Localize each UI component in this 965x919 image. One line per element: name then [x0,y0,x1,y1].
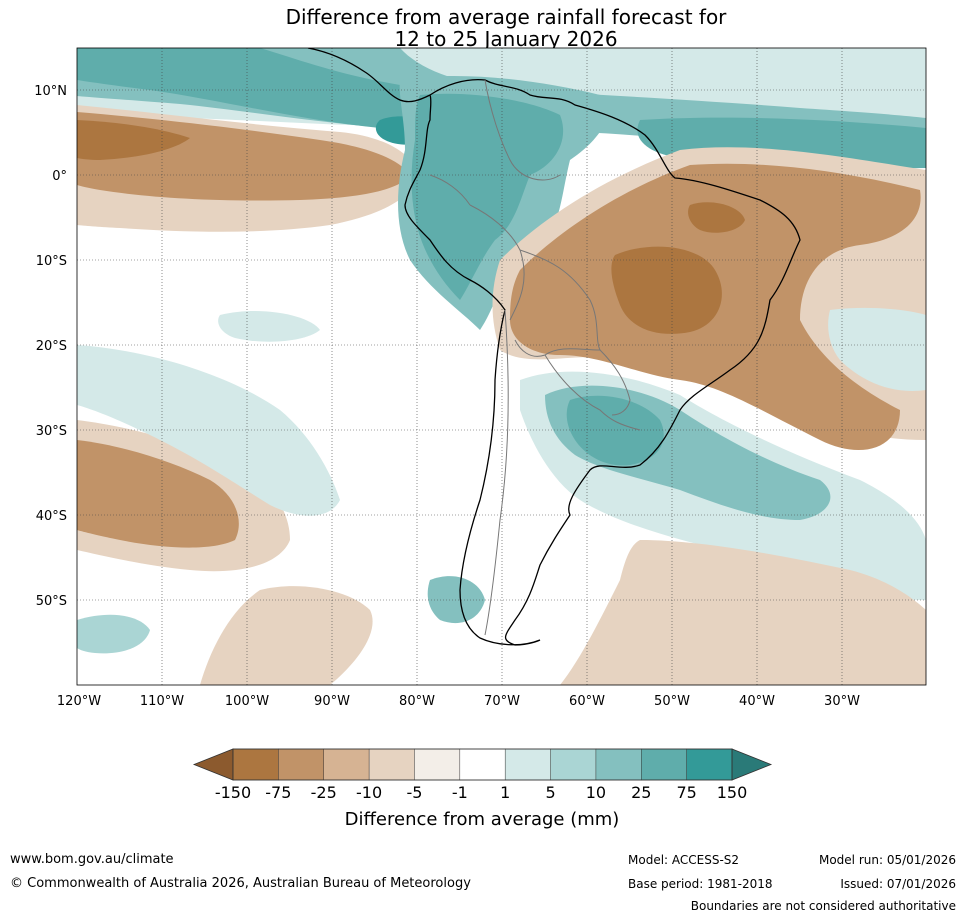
border-chile-argentina [484,309,509,636]
lon-tick-label: 30°W [824,694,860,709]
country-borders [429,79,641,636]
wet-east-pacific-patch [218,310,320,342]
wet-southeast-atlantic [828,307,926,391]
coastline-main [404,79,801,646]
title-line-2: 12 to 25 January 2026 [394,27,618,51]
colorbar-tick-label: 25 [631,783,651,802]
colorbar-cell [323,748,370,781]
lat-tick-label: 50°S [36,594,67,609]
latitude-labels: 10°N 0° 10°S 20°S 30°S 40°S 50°S [34,84,67,609]
border-bolivia [514,249,601,357]
title-line-1: Difference from average rainfall forecas… [285,5,727,29]
colorbar-extend-left [192,748,234,781]
colorbar-cell [278,748,325,781]
colorbar-cell [550,748,597,781]
colorbar-cell [368,748,416,781]
base-period-text: Base period: 1981-2018 [628,877,773,891]
coastline-central-america [307,48,431,103]
lat-tick-label: 30°S [36,424,67,439]
lon-tick-label: 90°W [314,694,350,709]
colorbar-cell [686,748,733,781]
lat-tick-label: 10°S [36,254,67,269]
lat-tick-label: 0° [52,169,67,184]
colorbar-tick-label: 1 [500,783,510,802]
website-link[interactable]: www.bom.gov.au/climate [10,852,174,867]
model-text: Model: ACCESS-S2 [628,853,740,867]
colorbar-cell [595,748,642,781]
lon-tick-label: 70°W [484,694,520,709]
lat-tick-label: 10°N [34,84,67,99]
dry-south-pacific [77,440,239,548]
colorbar-tick-label: -10 [356,783,382,802]
colorbar-labels: -150 -75 -25 -10 -5 -1 1 5 10 25 75 150 [215,783,747,802]
colorbar-extend-right [731,748,773,781]
colorbar-tick-label: -150 [215,783,251,802]
colorbar-tick-label: -5 [406,783,422,802]
wet-andes-core [411,93,564,301]
lon-tick-label: 50°W [654,694,690,709]
issued-text: Issued: 07/01/2026 [840,877,956,891]
lat-tick-label: 20°S [36,339,67,354]
colorbar-frame [232,748,733,781]
wet-patagonia [427,576,485,624]
lon-tick-label: 60°W [569,694,605,709]
coastline-south-america [307,48,801,646]
copyright-text: © Commonwealth of Australia 2026, Austra… [10,876,471,891]
dry-south-atlantic [560,540,926,685]
model-run-text: Model run: 05/01/2026 [818,853,956,867]
wet-south-pacific-light [77,345,340,516]
dry-brazil-core [611,246,722,334]
lon-tick-label: 80°W [399,694,435,709]
colorbar-tick-label: 150 [717,783,748,802]
wet-southwest [77,614,150,654]
colorbar-tick-label: -1 [452,783,468,802]
dry-brazil-north-core [688,202,745,233]
colorbar-cell [504,748,552,781]
disclaimer-text: Boundaries are not considered authoritat… [690,899,956,913]
map-frame [76,47,927,686]
wet-uruguay-core [566,395,664,466]
colorbar-cells [232,748,733,781]
lon-tick-label: 40°W [739,694,775,709]
colorbar-tick-label: 75 [676,783,696,802]
lon-tick-label: 100°W [225,694,269,709]
colorbar-tick-label: 5 [545,783,555,802]
colorbar-cell [232,748,280,781]
border-paraguay [599,349,631,416]
border-ecuador [429,174,471,206]
colorbar-tick-label: -75 [265,783,291,802]
colorbar-cell [641,748,688,781]
rainfall-fields [77,48,926,685]
dry-south-pacific-far [200,586,373,685]
colorbar-axis-label: Difference from average (mm) [345,809,620,830]
lon-tick-label: 120°W [57,694,101,709]
map-panel [77,48,926,685]
longitude-labels: 120°W 110°W 100°W 90°W 80°W 70°W 60°W 50… [57,694,860,709]
colorbar-tick-label: 10 [586,783,606,802]
colorbar-tick-label: -25 [311,783,337,802]
lon-tick-label: 110°W [140,694,184,709]
border-argentina [544,354,641,431]
colorbar-cell [414,748,461,781]
border-colombia-venezuela [484,79,561,181]
colorbar-cell [459,748,506,781]
colorbar: -150 -75 -25 -10 -5 -1 1 5 10 25 75 150 Difference … [192,748,773,830]
graticule [77,48,926,685]
lat-tick-label: 40°S [36,509,67,524]
